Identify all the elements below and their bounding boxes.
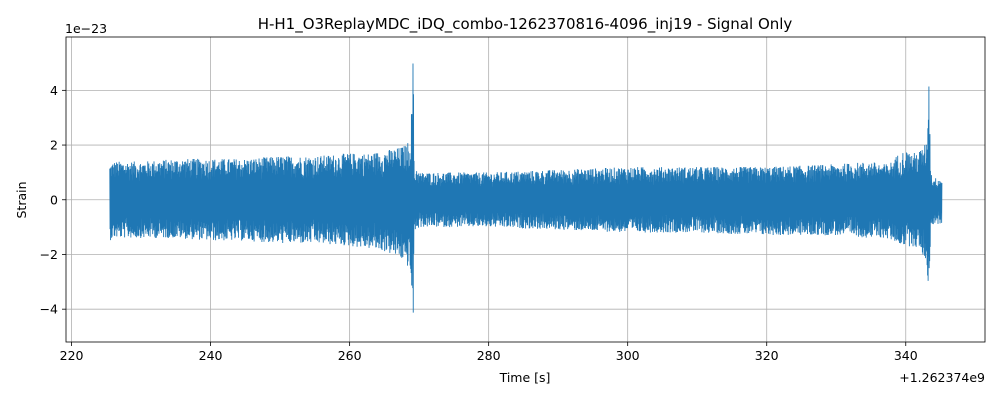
y-tick-label: 2 xyxy=(50,138,58,153)
x-tick-label: 220 xyxy=(60,348,84,363)
axes-layer: 220 240 260 280 300 320 340 −4 −2 0 2 4 xyxy=(40,36,986,363)
x-tick-label: 320 xyxy=(755,348,779,363)
y-tick-label: −2 xyxy=(40,247,58,262)
x-tick-label: 280 xyxy=(477,348,501,363)
y-scale-multiplier: 1e−23 xyxy=(65,21,107,36)
x-tick-label: 300 xyxy=(616,348,640,363)
x-tick-label: 340 xyxy=(894,348,918,363)
y-tick-label: 0 xyxy=(50,192,58,207)
x-offset-label: +1.262374e9 xyxy=(899,370,985,385)
signal-trace xyxy=(109,63,943,313)
y-tick-label: −4 xyxy=(40,302,58,317)
axes-frame xyxy=(65,36,986,343)
y-axis-label: Strain xyxy=(14,181,29,218)
x-tick-label: 260 xyxy=(338,348,362,363)
plot-layer xyxy=(109,63,943,313)
x-tick-label: 240 xyxy=(199,348,223,363)
chart-title: H-H1_O3ReplayMDC_iDQ_combo-1262370816-40… xyxy=(258,15,793,34)
y-tick-label: 4 xyxy=(50,83,58,98)
x-axis-label: Time [s] xyxy=(499,370,551,385)
